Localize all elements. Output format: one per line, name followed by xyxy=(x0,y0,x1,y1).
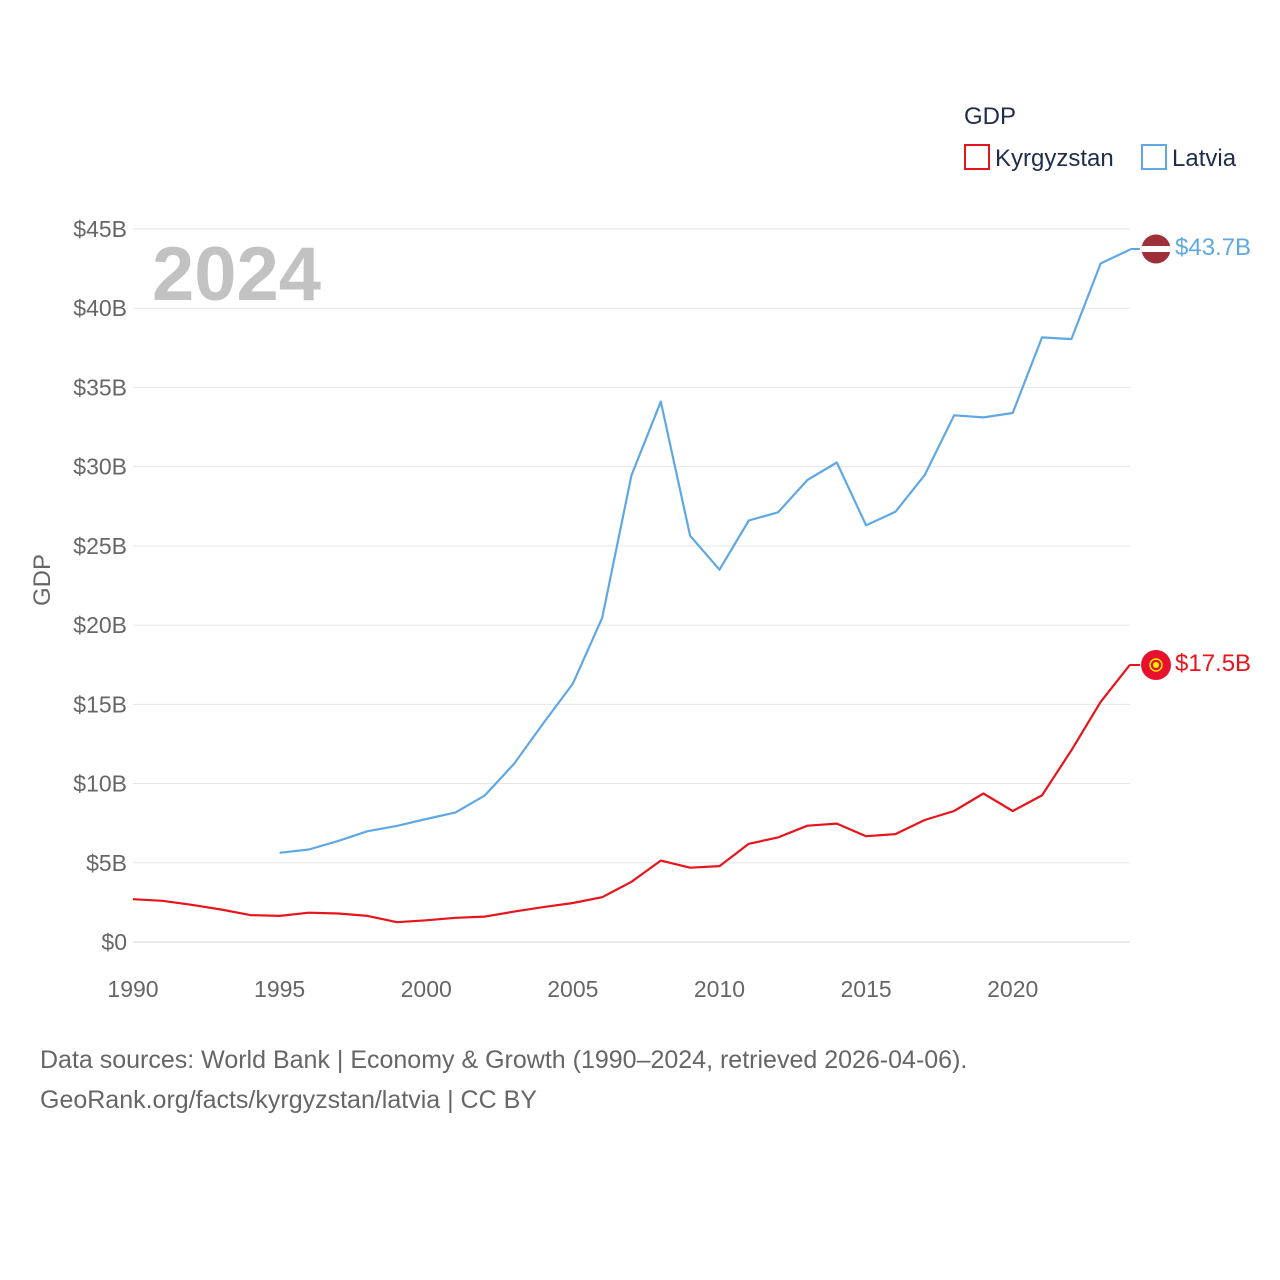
y-tick-label: $10B xyxy=(73,771,127,797)
x-tick-label: 2000 xyxy=(401,976,452,1002)
legend: GDP Kyrgyzstan Latvia xyxy=(964,103,1237,172)
latvia-end-value: $43.7B xyxy=(1175,234,1251,261)
y-tick-label: $0 xyxy=(101,929,127,955)
legend-swatch-latvia[interactable] xyxy=(1141,144,1167,170)
y-tick-label: $5B xyxy=(86,850,127,876)
y-tick-label: $25B xyxy=(73,533,127,559)
data-sources-note: Data sources: World Bank | Economy & Gro… xyxy=(40,1046,968,1074)
series-line-kyrgyzstan xyxy=(132,664,1131,924)
y-tick-label: $15B xyxy=(73,691,127,717)
y-axis-title: GDP xyxy=(29,554,56,606)
x-tick-label: 1995 xyxy=(254,976,305,1002)
x-tick-label: 2015 xyxy=(841,976,892,1002)
year-label: 2024 xyxy=(152,232,321,317)
x-tick-label: 1990 xyxy=(107,976,158,1002)
footer: Data sources: World Bank | Economy & Gro… xyxy=(40,1040,967,1120)
legend-label-kyrgyzstan[interactable]: Kyrgyzstan xyxy=(995,145,1114,172)
kyrgyzstan-end-value: $17.5B xyxy=(1175,650,1251,677)
source-link[interactable]: GeoRank.org/facts/kyrgyzstan/latvia | CC… xyxy=(40,1086,537,1114)
latvia-flag-icon xyxy=(1141,234,1171,264)
legend-swatch-kyrgyzstan[interactable] xyxy=(964,144,990,170)
x-tick-label: 2020 xyxy=(987,976,1038,1002)
y-axis: $0 $5B $10B $15B $20B $25B $30B $35B $40B $45B xyxy=(73,216,127,955)
y-tick-label: $30B xyxy=(73,454,127,480)
legend-label-latvia[interactable]: Latvia xyxy=(1172,145,1237,172)
kyrgyzstan-flag-icon xyxy=(1141,650,1171,680)
y-tick-label: $20B xyxy=(73,612,127,638)
series-lines xyxy=(132,248,1131,924)
x-axis: 1990 1995 2000 2005 2010 2015 2020 xyxy=(107,976,1038,1002)
series-line-latvia xyxy=(279,248,1131,854)
y-tick-label: $45B xyxy=(73,216,127,242)
legend-title: GDP xyxy=(964,103,1016,130)
y-tick-label: $35B xyxy=(73,374,127,400)
grid-lines xyxy=(133,228,1130,943)
y-tick-label: $40B xyxy=(73,295,127,321)
x-tick-label: 2010 xyxy=(694,976,745,1002)
x-tick-label: 2005 xyxy=(547,976,598,1002)
